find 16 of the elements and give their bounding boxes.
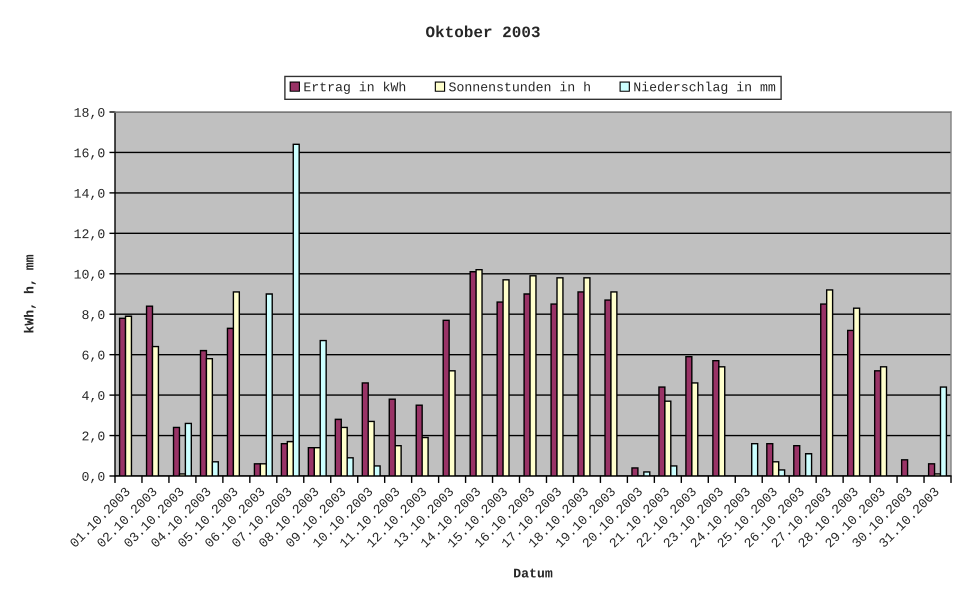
y-tick-label: 10,0	[74, 270, 104, 281]
y-tick-label: 12,0	[74, 229, 104, 240]
y-tick-label: 2,0	[82, 432, 104, 443]
legend-label: Ertrag in kWh	[304, 82, 406, 94]
y-tick-label: 0,0	[82, 472, 104, 484]
y-axis-title: kWh, h, mm	[24, 254, 36, 332]
y-tick-label: 6,0	[82, 350, 104, 362]
x-axis-title: Datum	[514, 568, 552, 578]
legend-label: Niederschlag in mm	[634, 82, 776, 94]
legend-label: Sonnenstunden in h	[449, 82, 590, 92]
y-tick-label: 8,0	[82, 310, 104, 322]
y-tick-label: 16,0	[74, 148, 104, 160]
chart-title: Oktober 2003	[426, 26, 540, 38]
y-tick-label: 4,0	[82, 391, 104, 402]
y-tick-label: 14,0	[74, 188, 104, 200]
y-tick-label: 18,0	[74, 108, 104, 120]
